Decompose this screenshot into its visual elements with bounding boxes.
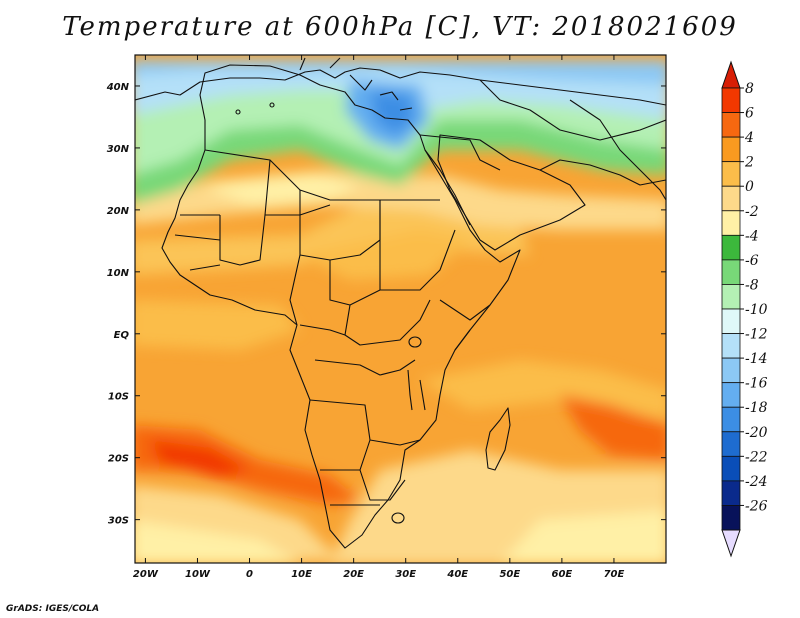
lon-label: 70E [604, 569, 625, 580]
colorbar-label: 6 [745, 106, 754, 122]
lat-label: 10S [108, 392, 129, 403]
colorbar-label: -16 [745, 376, 768, 392]
lon-label: 50E [499, 569, 520, 580]
lat-label: 30S [108, 516, 129, 527]
colorbar-swatch [721, 455, 741, 482]
colorbar-label: -14 [745, 351, 768, 367]
colorbar-swatch [721, 161, 741, 187]
colorbar-swatch [721, 308, 741, 334]
colorbar-label: -10 [745, 302, 768, 318]
latitude-axis: 40N 30N 20N 10N EQ 10S 20S 30S [106, 82, 666, 527]
lat-label: 20S [108, 454, 129, 465]
colorbar-swatch [721, 87, 741, 113]
lat-label: 20N [107, 206, 130, 217]
colorbar-label: -12 [745, 327, 768, 343]
colorbar-swatch [721, 480, 741, 506]
colorbar-label: 2 [744, 155, 754, 171]
lat-label: 10N [107, 268, 130, 279]
lon-label: 10W [185, 569, 211, 580]
colorbar-label: 4 [744, 130, 754, 146]
lon-label: 10E [291, 569, 312, 580]
colorbar-swatch [721, 185, 741, 212]
lat-label: 40N [106, 82, 130, 93]
lon-label: 20W [133, 569, 159, 580]
colorbar-label: -24 [745, 474, 768, 490]
colorbar-swatch [721, 406, 741, 433]
lat-label: EQ [114, 330, 130, 341]
map-title: Temperature at 600hPa [C], VT: 201802160… [62, 12, 738, 42]
colorbar-swatch [721, 505, 741, 531]
colorbar-swatch [721, 431, 741, 457]
lon-label: 20E [343, 569, 364, 580]
lat-label: 30N [107, 144, 130, 155]
colorbar-label: -26 [745, 498, 768, 514]
colorbar-top-arrow [721, 60, 741, 89]
colorbar-label: 8 [745, 81, 754, 97]
colorbar-swatch [721, 234, 741, 261]
colorbar-label: 0 [745, 179, 754, 195]
colorbar-swatch [721, 333, 741, 359]
temperature-field [135, 55, 666, 563]
map-frame [134, 54, 667, 564]
colorbar-swatch [721, 112, 741, 138]
credit-label: GrADS: IGES/COLA [6, 604, 100, 614]
colorbar-label: -18 [745, 400, 768, 416]
colorbar-label: -4 [745, 228, 759, 244]
lon-label: 0 [246, 569, 253, 580]
colorbar-swatch [721, 136, 741, 163]
colorbar-swatch [721, 357, 741, 384]
colorbar-label: -6 [745, 253, 759, 269]
colorbar-swatch [721, 284, 741, 310]
colorbar-bottom-arrow [721, 529, 741, 558]
colorbar-label: -2 [745, 204, 759, 220]
lon-label: 40E [446, 569, 468, 580]
colorbar: 8 6 4 2 0 -2 -4 -6 -8 -10 -12 -14 -16 -18 -20 -22 -24 -26 [721, 60, 768, 558]
colorbar-swatch [721, 382, 741, 408]
colorbar-label: -20 [745, 425, 768, 441]
colorbar-swatch [721, 259, 741, 285]
longitude-axis: 20W 10W 0 10E 20E 30E 40E 50E 60E 70E [133, 55, 625, 580]
lon-label: 60E [552, 569, 573, 580]
colorbar-label: -8 [745, 277, 759, 293]
colorbar-swatch [721, 210, 741, 236]
colorbar-label: -22 [745, 449, 768, 465]
coastlines [135, 57, 666, 549]
lon-label: 30E [395, 569, 416, 580]
